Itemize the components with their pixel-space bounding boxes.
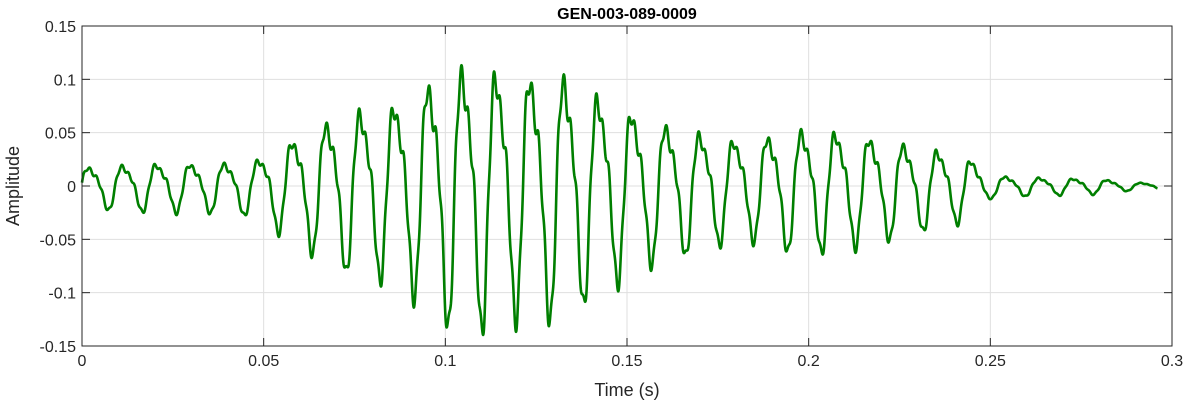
x-tick-label: 0 [78,353,87,370]
x-axis-ticks: 0 0.05 0.1 0.15 0.2 0.25 0.3 [78,26,1183,370]
y-tick-label: -0.1 [48,286,76,303]
y-axis-label: Amplitude [3,146,23,226]
x-tick-label: 0.3 [1161,353,1183,370]
y-tick-label: 0.05 [45,126,76,143]
x-tick-label: 0.2 [798,353,820,370]
chart-title: GEN-003-089-0009 [557,6,697,23]
series-line [80,63,1159,337]
x-tick-label: 0.05 [248,353,279,370]
y-tick-label: 0 [67,179,76,196]
y-tick-label: -0.15 [40,339,77,356]
x-tick-label: 0.25 [975,353,1006,370]
x-axis-label: Time (s) [594,380,659,400]
y-axis-ticks: 0.15 0.1 0.05 0 -0.05 -0.1 -0.15 [40,19,1172,356]
y-tick-label: -0.05 [40,232,77,249]
x-tick-label: 0.1 [434,353,456,370]
x-tick-label: 0.15 [611,353,642,370]
series-layer [80,63,1159,337]
y-tick-label: 0.15 [45,19,76,36]
y-tick-label: 0.1 [54,72,76,89]
